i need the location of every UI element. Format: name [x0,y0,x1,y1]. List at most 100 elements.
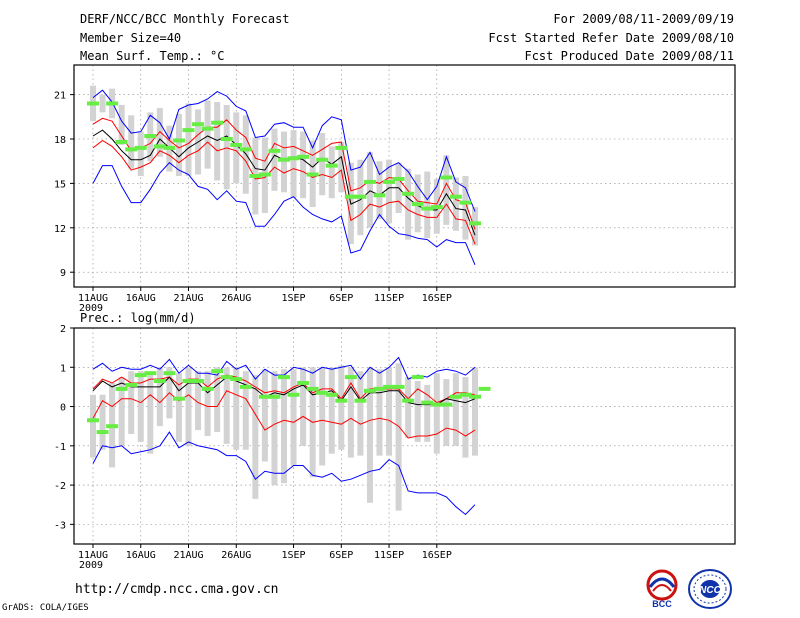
observed-marker [449,194,462,199]
spread-bar [300,367,307,446]
x-tick-label: 11SEP [374,293,404,304]
spread-bar [405,377,412,438]
observed-marker [421,206,434,211]
observed-marker [220,375,233,380]
observed-marker [392,384,405,389]
spread-bar [223,367,230,444]
observed-marker [172,396,185,401]
spread-bar [347,367,354,458]
observed-marker [96,430,109,435]
y-tick-label: 1 [60,363,66,374]
observed-marker [230,142,243,147]
y-tick-label: -2 [54,481,66,492]
spread-bar [452,373,459,446]
observed-marker [163,145,176,150]
spread-bar [338,141,345,193]
spread-bar [290,130,297,199]
spread-bar [137,131,144,176]
spread-bar [424,171,431,239]
spread-bar [118,104,125,145]
produced-date: Fcst Produced Date 2009/08/11 [524,49,734,63]
y-tick-label: 15 [54,179,66,190]
spread-bar [443,155,450,225]
series-line-median [92,376,476,406]
observed-marker [115,386,128,391]
observed-marker [354,194,367,199]
spread-bar [443,379,450,446]
observed-marker [402,398,415,403]
observed-marker [163,371,176,376]
source-url[interactable]: http://cmdp.ncc.cma.gov.cn [75,582,279,597]
spread-bar [319,367,326,466]
forecast-period: For 2009/08/11-2009/09/19 [553,12,734,26]
spread-bar [366,367,373,503]
y-tick-label: 18 [54,135,66,146]
spread-bar [319,133,326,196]
spread-bar [223,104,230,190]
x-tick-year: 2009 [79,560,103,571]
x-tick-label: 1SEP [282,293,306,304]
chart-title: DERF/NCC/BCC Monthly Forecast [80,12,290,26]
observed-marker [153,144,166,149]
spread-bar [462,176,469,240]
plot-frame [73,64,736,288]
observed-marker [211,369,224,374]
observed-marker [373,386,386,391]
observed-marker [316,157,329,162]
observed-marker [230,377,243,382]
spread-bar [242,371,249,450]
observed-marker [172,138,185,143]
spread-bar [366,152,373,228]
x-tick-label: 16SEP [422,550,452,561]
spread-bar [357,371,364,456]
spread-bar [472,207,478,246]
y-tick-label: 2 [60,324,66,335]
plot-frame [73,327,736,545]
observed-marker [363,179,376,184]
y-tick-label: -3 [54,520,66,531]
y-tick-label: 21 [54,91,66,102]
observed-marker [153,379,166,384]
spread-bar [185,103,192,176]
observed-marker [258,172,271,177]
observed-marker [268,148,281,153]
observed-marker [430,205,443,210]
observed-marker [459,392,472,397]
spread-bar [414,381,421,442]
series-line-min [92,89,476,212]
ncc-logo-text: NCC [699,585,721,596]
spread-bar [433,373,440,454]
observed-marker [220,137,233,141]
spread-bar [405,168,412,240]
observed-marker [383,384,396,389]
observed-marker [383,179,396,184]
observed-marker [239,147,252,152]
y-tick-label: 0 [60,403,66,414]
observed-marker [411,202,424,207]
member-size: Member Size=40 [80,31,182,45]
observed-marker [335,145,348,150]
spread-bar [386,367,393,456]
spread-bar [252,375,259,499]
observed-marker [316,390,329,395]
observed-marker [144,134,157,139]
observed-marker [287,156,300,161]
spread-bar [204,100,211,169]
x-tick-label: 26AUG [221,550,251,561]
x-tick-label: 11AUG [78,550,108,561]
x-tick-label: 16SEP [422,293,452,304]
spread-bar [281,131,287,193]
x-tick-label: 21AUG [173,293,203,304]
observed-marker [201,126,214,131]
observed-marker [297,154,310,159]
precip-panel-title: Prec.: log(mm/d) [80,311,196,325]
spread-bar [281,369,287,484]
observed-marker [239,384,252,389]
series-line-p25 [92,139,476,245]
observed-marker [144,371,157,376]
series-line-p25 [92,390,476,439]
spread-bar [128,371,135,435]
